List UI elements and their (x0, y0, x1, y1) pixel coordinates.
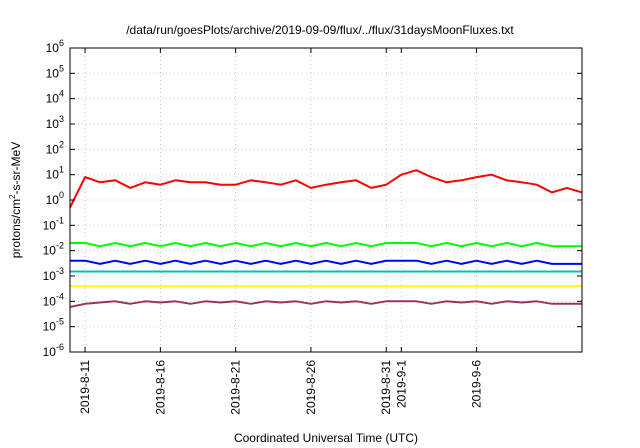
y-tick-label: 100 (46, 190, 64, 207)
y-tick-label-exponent: 0 (59, 190, 64, 200)
x-axis: 2019-8-11 2019-8-16 2019-8-21 2019-8-26 2019… (78, 48, 484, 415)
y-axis-label: protons/cm2-s-sr-MeV (8, 142, 23, 258)
x-tick-label: 2019-8-31 (379, 360, 393, 415)
y-axis: 10-610-510-410-310-210-11001011021031041… (43, 38, 582, 359)
y-tick-label-exponent: -6 (56, 342, 64, 352)
series-line (70, 259, 582, 265)
series-line (69, 300, 582, 308)
y-tick-label: 102 (46, 139, 64, 156)
y-tick-label: 10-5 (43, 317, 64, 334)
y-tick-label: 10-3 (43, 266, 64, 283)
y-tick-label: 104 (46, 89, 64, 106)
y-tick-label-exponent: -5 (56, 317, 64, 327)
y-tick-label-base: 10 (43, 218, 57, 232)
x-axis-label: Coordinated Universal Time (UTC) (234, 431, 418, 445)
y-tick-label-base: 10 (46, 92, 60, 106)
y-tick-label-base: 10 (46, 193, 60, 207)
y-tick-label: 106 (46, 38, 64, 55)
y-tick-label-exponent: 4 (59, 89, 64, 99)
x-tick-label: 2019-8-26 (304, 360, 318, 415)
y-tick-label-base: 10 (46, 66, 60, 80)
x-tick-label: 2019-8-21 (229, 360, 243, 415)
y-tick-label-base: 10 (46, 168, 60, 182)
y-tick-label: 105 (46, 63, 64, 80)
x-tick-label: 2019-8-16 (153, 360, 167, 415)
x-tick-label: 2019-9-1 (394, 360, 408, 408)
y-tick-label-exponent: -1 (56, 215, 64, 225)
y-tick-label: 10-4 (43, 291, 64, 308)
y-tick-label-exponent: -4 (56, 291, 64, 301)
y-tick-label-exponent: -2 (56, 241, 64, 251)
series-layer (69, 169, 583, 308)
series-line (70, 242, 582, 248)
y-tick-label-exponent: 6 (59, 38, 64, 48)
y-tick-label-exponent: 5 (59, 63, 64, 73)
y-tick-label-base: 10 (43, 244, 57, 258)
chart-title: /data/run/goesPlots/archive/2019-09-09/f… (126, 23, 514, 37)
y-tick-label: 10-6 (43, 342, 64, 359)
grid-lines (70, 48, 582, 352)
y-tick-label-base: 10 (46, 41, 60, 55)
y-tick-label-exponent: 1 (59, 165, 64, 175)
y-tick-label: 103 (46, 114, 64, 131)
y-tick-label-exponent: 2 (59, 139, 64, 149)
y-tick-label-exponent: 3 (59, 114, 64, 124)
y-tick-label-base: 10 (43, 269, 57, 283)
y-tick-label: 101 (46, 165, 64, 182)
y-tick-label-base: 10 (43, 345, 57, 359)
y-tick-label: 10-1 (43, 215, 64, 232)
y-tick-label-base: 10 (43, 294, 57, 308)
y-tick-label-exponent: -3 (56, 266, 64, 276)
y-tick-label-base: 10 (43, 320, 57, 334)
series-line (69, 169, 583, 209)
y-tick-label: 10-2 (43, 241, 64, 258)
y-tick-label-base: 10 (46, 142, 60, 156)
y-tick-label-base: 10 (46, 117, 60, 131)
x-tick-label: 2019-8-11 (78, 360, 92, 414)
x-tick-label: 2019-9-6 (470, 360, 484, 408)
